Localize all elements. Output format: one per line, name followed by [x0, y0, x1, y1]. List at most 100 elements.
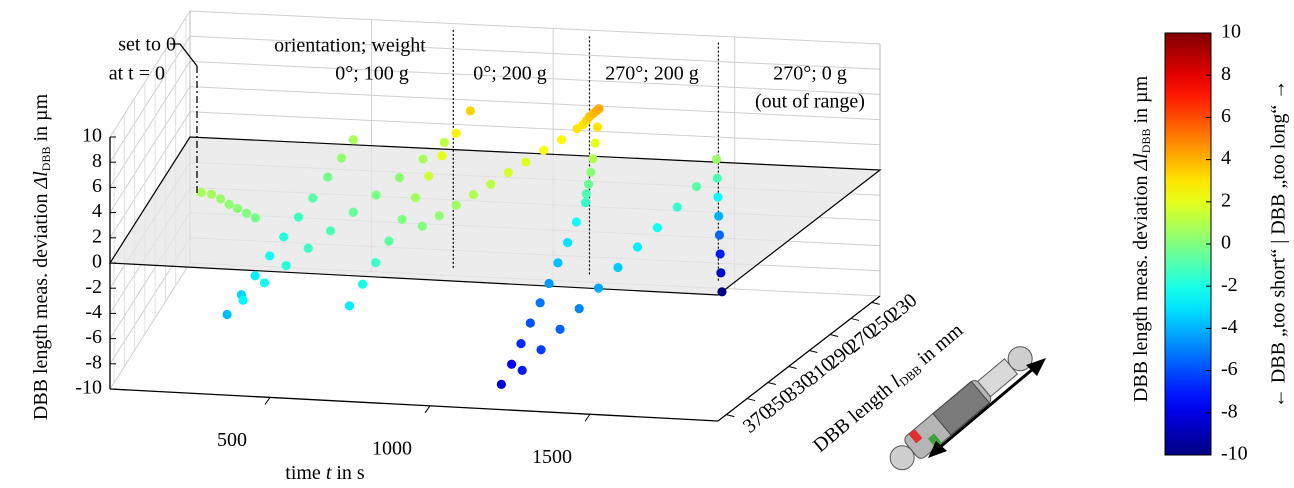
data-point: [574, 304, 584, 314]
x-axis-title-part: time: [285, 462, 326, 484]
data-point: [196, 187, 206, 198]
x-tick: [264, 397, 271, 405]
colorbar-tick-label: -8: [1221, 400, 1238, 422]
y-tick: [788, 366, 797, 369]
y-axis-title-part: in mm: [909, 319, 967, 373]
y-tick: [871, 301, 880, 305]
dbb-ball: [1007, 346, 1033, 372]
dbb-arrowhead: [928, 441, 947, 458]
annotation: (out of range): [755, 91, 865, 113]
colorbar-tick-label: -2: [1221, 274, 1238, 296]
x-tick: [584, 413, 591, 422]
marks-layer: [196, 104, 727, 389]
data-point: [224, 199, 234, 209]
data-point: [279, 232, 289, 242]
z-tick-label: -4: [85, 301, 102, 323]
x-tick-label: 1500: [532, 446, 572, 468]
z-tick-label: 8: [92, 150, 102, 172]
data-point: [384, 236, 394, 246]
data-point: [571, 217, 582, 227]
z-tick-label: 4: [92, 200, 102, 222]
data-point: [544, 278, 554, 289]
z-tick-label: 2: [92, 225, 102, 247]
data-point: [323, 172, 333, 182]
data-point: [716, 268, 726, 278]
x-tick-label: 500: [217, 429, 247, 451]
data-point: [303, 243, 313, 253]
z-tick-label: 10: [82, 125, 102, 147]
data-point: [594, 104, 604, 114]
y-tick: [809, 350, 818, 353]
data-point: [344, 301, 355, 311]
data-point: [580, 198, 591, 208]
dbb-ball: [889, 445, 915, 471]
data-point: [281, 260, 291, 271]
data-point: [394, 173, 405, 183]
colorbar-tick-label: -6: [1221, 358, 1238, 380]
data-point: [418, 154, 428, 164]
dbb-illustration: [889, 346, 1033, 471]
data-point: [535, 298, 545, 308]
data-point: [539, 145, 549, 155]
z-tick-label: -2: [85, 276, 102, 298]
data-point: [516, 339, 526, 349]
data-point: [517, 365, 527, 375]
data-point: [437, 151, 447, 161]
z-axis-title-part: DBB length meas. deviation: [30, 188, 52, 420]
axis-line: [717, 295, 881, 422]
z-tick-label: 6: [92, 175, 102, 197]
annotation: 270°; 0 g: [773, 63, 847, 85]
y-tick: [746, 398, 756, 402]
z-tick-label: -6: [85, 326, 102, 348]
z-tick-label: 0: [92, 251, 102, 273]
grid-line: [109, 111, 191, 239]
annotation: orientation; weight: [274, 35, 426, 57]
data-point: [503, 167, 513, 178]
dbb-sleeve: [932, 380, 991, 436]
data-point: [336, 153, 347, 163]
x-axis-title: time t in s: [260, 462, 379, 484]
colorbar-title-part: Δl: [1130, 153, 1152, 172]
dbb-arrow: [932, 361, 1041, 455]
annotation-leader: [170, 43, 198, 67]
data-point: [712, 173, 722, 183]
data-point: [232, 203, 243, 214]
colorbar-title-part: DBB length meas. deviation: [1130, 170, 1152, 402]
z-axis-title-part: Δl: [30, 171, 52, 190]
colorbar-title-part: DBB: [1139, 129, 1153, 154]
colorbar-tick-label: -4: [1221, 316, 1238, 338]
data-point: [357, 279, 368, 289]
data-point: [592, 122, 603, 132]
z-axis-title-part: in µm: [30, 93, 52, 146]
data-point: [672, 202, 682, 212]
data-point: [439, 137, 449, 148]
grid-line: [189, 86, 881, 121]
data-point: [417, 221, 427, 231]
annotation: set to 0: [118, 34, 176, 56]
data-point: [691, 181, 702, 192]
y-tick: [850, 317, 860, 321]
data-point: [434, 211, 444, 221]
data-point: [713, 192, 723, 202]
annotation: at t = 0: [109, 63, 165, 85]
grid-line: [189, 10, 881, 45]
data-point: [250, 271, 260, 281]
data-point: [238, 295, 248, 305]
zero-plane: [108, 136, 882, 296]
x-axis-title-part: in s: [331, 462, 365, 484]
data-point: [325, 226, 336, 236]
annotation: 270°; 200 g: [605, 63, 699, 85]
data-point: [711, 154, 722, 164]
dbb-arrowhead: [1026, 358, 1046, 376]
data-point: [553, 258, 563, 268]
data-point: [451, 128, 461, 138]
x-tick: [424, 405, 431, 414]
colorbar-tick-label: 6: [1221, 105, 1231, 127]
data-point: [468, 190, 479, 200]
grid-line: [189, 111, 881, 146]
data-point: [222, 309, 232, 320]
data-point: [593, 283, 604, 293]
colorbar-tick-label: -10: [1221, 443, 1248, 465]
